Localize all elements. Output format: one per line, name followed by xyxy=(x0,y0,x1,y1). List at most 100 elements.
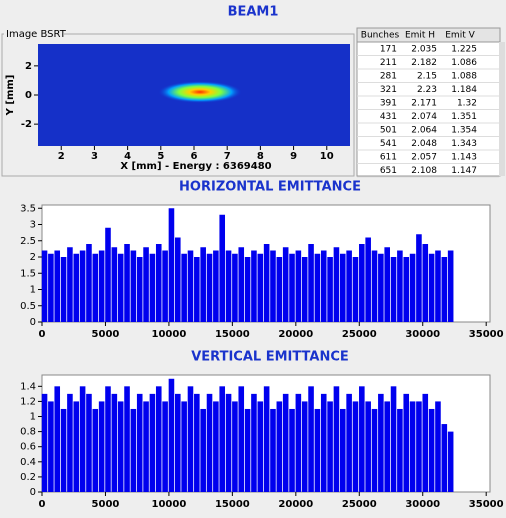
x-tick-label: 20000 xyxy=(278,499,313,510)
y-tick-label: 1 xyxy=(30,412,36,423)
cell: 1.32 xyxy=(457,99,477,109)
x-axis-label: X [mm] - Energy : 6369480 xyxy=(120,161,271,172)
cell: 541 xyxy=(380,139,397,149)
bar xyxy=(200,409,206,492)
bar xyxy=(251,251,257,323)
bar xyxy=(99,251,105,323)
bar xyxy=(359,386,365,492)
x-tick-label: 10000 xyxy=(152,329,187,340)
bar xyxy=(378,394,384,492)
column-header: Emit V xyxy=(445,31,475,41)
x-tick-label: 35000 xyxy=(469,499,504,510)
bar xyxy=(238,386,244,492)
bar xyxy=(99,401,105,492)
x-tick-label: 25000 xyxy=(342,329,377,340)
bar xyxy=(169,208,175,322)
bar xyxy=(391,386,397,492)
bar xyxy=(200,247,206,322)
bar xyxy=(162,251,168,323)
bar xyxy=(429,254,435,322)
x-tick-label: 6 xyxy=(191,151,198,162)
bar xyxy=(346,394,352,492)
bar xyxy=(442,257,448,322)
x-tick-label: 30000 xyxy=(405,499,440,510)
bar xyxy=(219,386,225,492)
y-tick-label: 0 xyxy=(30,317,36,328)
y-tick-label: 0.2 xyxy=(20,472,36,483)
bar xyxy=(93,254,99,322)
bar xyxy=(384,401,390,492)
bar xyxy=(359,244,365,322)
y-tick-label: 3 xyxy=(30,220,36,231)
bar xyxy=(169,379,175,492)
cell: 501 xyxy=(380,126,397,136)
y-tick-label: 1 xyxy=(30,285,36,296)
y-tick-label: 0.8 xyxy=(20,427,36,438)
cell: 2.064 xyxy=(411,126,437,136)
cell: 651 xyxy=(380,166,397,176)
scrollbar[interactable] xyxy=(499,42,505,176)
cell: 211 xyxy=(380,58,397,68)
bar xyxy=(365,238,371,323)
cell: 1.184 xyxy=(451,85,477,95)
bar xyxy=(321,251,327,323)
bar xyxy=(207,394,213,492)
bar xyxy=(264,244,270,322)
bar xyxy=(422,394,428,492)
x-tick-label: 0 xyxy=(39,329,46,340)
y-tick-label: 2 xyxy=(30,252,36,263)
bar xyxy=(143,247,149,322)
bar xyxy=(42,251,48,323)
y-tick-label: 0.6 xyxy=(20,442,36,453)
bar xyxy=(42,394,48,492)
cell: 2.171 xyxy=(411,99,437,109)
bar xyxy=(54,251,60,323)
bar xyxy=(207,254,213,322)
bar xyxy=(435,401,441,492)
bar xyxy=(270,409,276,492)
bar xyxy=(73,254,79,322)
cell: 1.088 xyxy=(451,72,477,82)
cell: 2.057 xyxy=(411,153,437,163)
window-title: BEAM1 xyxy=(228,5,279,20)
x-tick-label: 15000 xyxy=(215,499,250,510)
bar xyxy=(448,432,454,492)
bar xyxy=(80,251,86,323)
x-tick-label: 3 xyxy=(91,151,98,162)
bar xyxy=(213,401,219,492)
bar xyxy=(289,254,295,322)
bar xyxy=(181,254,187,322)
bar xyxy=(73,401,79,492)
bar xyxy=(194,257,200,322)
bar xyxy=(334,386,340,492)
y-tick-label: 3.5 xyxy=(20,203,36,214)
bar xyxy=(277,401,283,492)
cell: 2.048 xyxy=(411,139,437,149)
bar xyxy=(238,247,244,322)
bar xyxy=(105,228,111,322)
bar xyxy=(403,257,409,322)
bar xyxy=(131,251,137,323)
bar xyxy=(188,386,194,492)
y-tick-label: 0.5 xyxy=(20,301,36,312)
bar xyxy=(397,409,403,492)
cell: 2.108 xyxy=(411,166,437,176)
bar xyxy=(334,247,340,322)
bar xyxy=(67,394,73,492)
bar xyxy=(410,401,416,492)
y-tick-label: 0 xyxy=(30,487,36,498)
bar xyxy=(257,401,263,492)
bar xyxy=(442,424,448,492)
bar xyxy=(105,386,111,492)
cell: 171 xyxy=(380,45,397,55)
x-tick-label: 0 xyxy=(39,499,46,510)
bar xyxy=(340,254,346,322)
image-panel-title: Image BSRT xyxy=(6,29,67,40)
bar xyxy=(270,251,276,323)
bar xyxy=(372,251,378,323)
bar xyxy=(308,386,314,492)
bar xyxy=(391,257,397,322)
bar xyxy=(353,401,359,492)
bar xyxy=(48,254,54,322)
y-tick-label: 1.2 xyxy=(20,396,36,407)
